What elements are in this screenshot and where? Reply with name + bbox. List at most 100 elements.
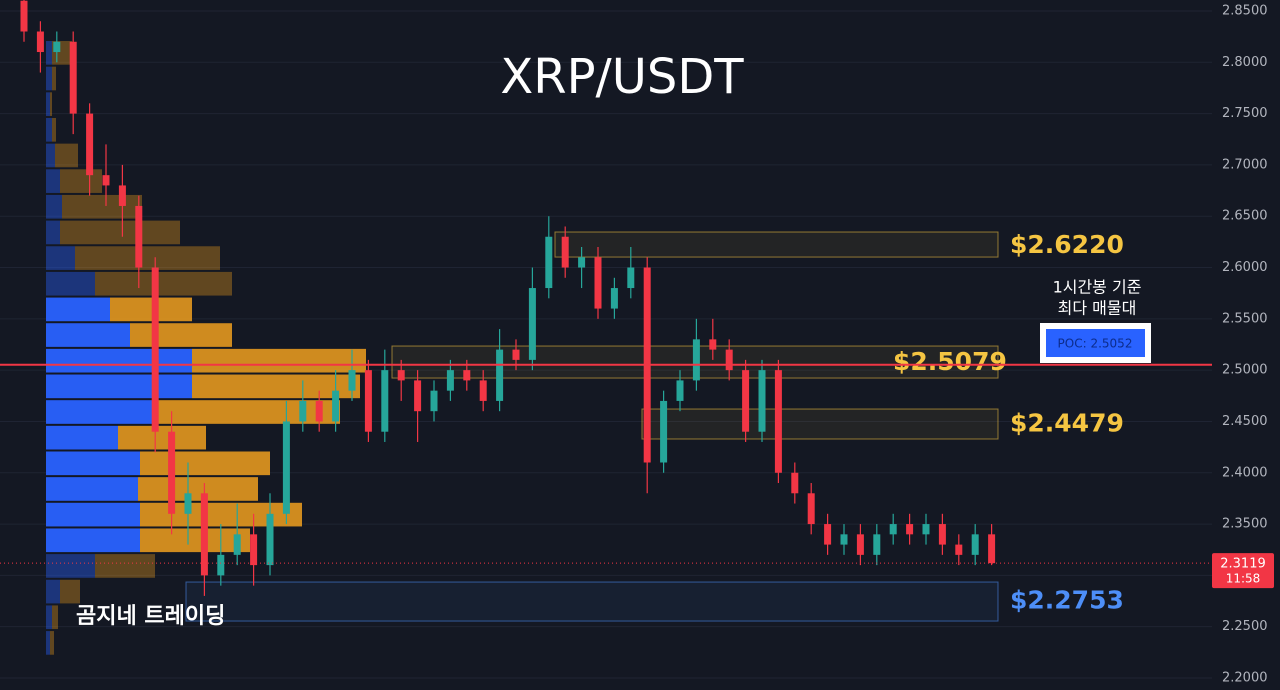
profile-buy-bar <box>46 348 192 373</box>
candle-body <box>725 349 733 371</box>
y-tick-label: 2.2500 <box>1222 619 1268 634</box>
candle-body <box>200 493 208 576</box>
y-tick-label: 2.7000 <box>1222 157 1268 172</box>
candle-body <box>988 534 996 564</box>
candle-body <box>299 400 307 422</box>
candle-body <box>528 288 536 360</box>
candle-body <box>856 534 864 555</box>
profile-sell-bar <box>118 425 206 450</box>
poc-label: POC: 2.5052 <box>1058 337 1133 351</box>
profile-buy-bar <box>46 41 52 65</box>
profile-buy-bar <box>46 631 50 655</box>
profile-buy-bar <box>46 400 155 424</box>
candle-body <box>774 370 782 473</box>
profile-buy-bar <box>46 143 55 168</box>
zone-price-label: $2.4479 <box>1010 409 1124 438</box>
candle-body <box>332 390 340 422</box>
candle-body <box>840 534 848 545</box>
candle-body <box>217 554 225 576</box>
profile-sell-bar <box>130 323 232 347</box>
candle-body <box>282 421 290 514</box>
candle-body <box>446 370 454 391</box>
y-tick-label: 2.2000 <box>1222 670 1268 685</box>
candle-body <box>578 257 586 268</box>
candle-body <box>807 493 815 525</box>
candle-body <box>102 175 110 186</box>
candle-body <box>479 380 487 401</box>
candle-body <box>463 370 471 381</box>
candle-body <box>791 472 799 494</box>
candle-body <box>610 288 618 309</box>
profile-sell-bar <box>140 528 250 553</box>
current-price-label: 2.3119 <box>1220 557 1266 572</box>
candle-body <box>889 524 897 535</box>
candle-body <box>430 390 438 412</box>
candle-body <box>397 370 405 381</box>
candle-body <box>86 113 94 176</box>
zone-price-label: $2.5079 <box>893 347 1007 376</box>
y-tick-label: 2.4500 <box>1222 414 1268 429</box>
profile-sell-bar <box>52 605 58 630</box>
y-tick-label: 2.8000 <box>1222 55 1268 70</box>
candle-body <box>676 380 684 401</box>
profile-buy-bar <box>46 220 60 245</box>
zone-price-label: $2.2753 <box>1010 586 1124 615</box>
candle-body <box>922 524 930 535</box>
profile-sell-bar <box>192 348 366 373</box>
profile-sell-bar <box>140 502 302 527</box>
candle-body <box>20 0 28 32</box>
profile-sell-bar <box>95 271 232 296</box>
candle-body <box>250 534 258 566</box>
profile-buy-bar <box>46 477 138 501</box>
profile-sell-bar <box>52 117 56 142</box>
profile-sell-bar <box>138 477 258 501</box>
candle-body <box>364 370 372 432</box>
profile-sell-bar <box>50 92 52 116</box>
y-tick-label: 2.7500 <box>1222 106 1268 121</box>
profile-buy-bar <box>46 194 62 219</box>
candle-body <box>151 267 159 432</box>
candle-body <box>53 41 61 53</box>
candle-body <box>758 370 766 432</box>
profile-buy-bar <box>46 117 52 142</box>
candle-body <box>512 349 520 360</box>
profile-buy-bar <box>46 374 192 399</box>
candle-body <box>135 205 143 268</box>
profile-sell-bar <box>60 220 180 245</box>
candle-body <box>971 534 979 555</box>
candle-body <box>742 370 750 432</box>
poc-box <box>1046 329 1145 357</box>
profile-sell-bar <box>110 297 192 322</box>
price-zone <box>641 408 999 440</box>
profile-buy-bar <box>46 605 52 630</box>
candle-body <box>873 534 881 555</box>
profile-buy-bar <box>46 502 140 527</box>
y-tick-label: 2.3500 <box>1222 517 1268 532</box>
profile-buy-bar <box>46 66 52 91</box>
profile-buy-bar <box>46 451 140 476</box>
candle-body <box>348 370 356 391</box>
profile-sell-bar <box>155 400 340 424</box>
y-tick-label: 2.6000 <box>1222 260 1268 275</box>
profile-sell-bar <box>95 554 155 578</box>
profile-buy-bar <box>46 246 75 270</box>
candle-body <box>496 349 504 401</box>
y-tick-label: 2.8500 <box>1222 3 1268 18</box>
profile-sell-bar <box>55 143 78 168</box>
candle-body <box>709 339 717 350</box>
candle-body <box>938 524 946 545</box>
candle-body <box>381 370 389 432</box>
candle-body <box>906 524 914 535</box>
candle-body <box>69 41 77 114</box>
poc-note: 최다 매물대 <box>1058 299 1137 318</box>
price-zone <box>185 581 999 622</box>
y-tick-label: 2.5500 <box>1222 311 1268 326</box>
candle-body <box>955 544 963 555</box>
profile-sell-bar <box>50 631 54 655</box>
profile-buy-bar <box>46 425 118 450</box>
profile-sell-bar <box>62 194 142 219</box>
zones <box>185 231 999 622</box>
zone-price-label: $2.6220 <box>1010 230 1124 259</box>
candle-body <box>233 534 241 555</box>
